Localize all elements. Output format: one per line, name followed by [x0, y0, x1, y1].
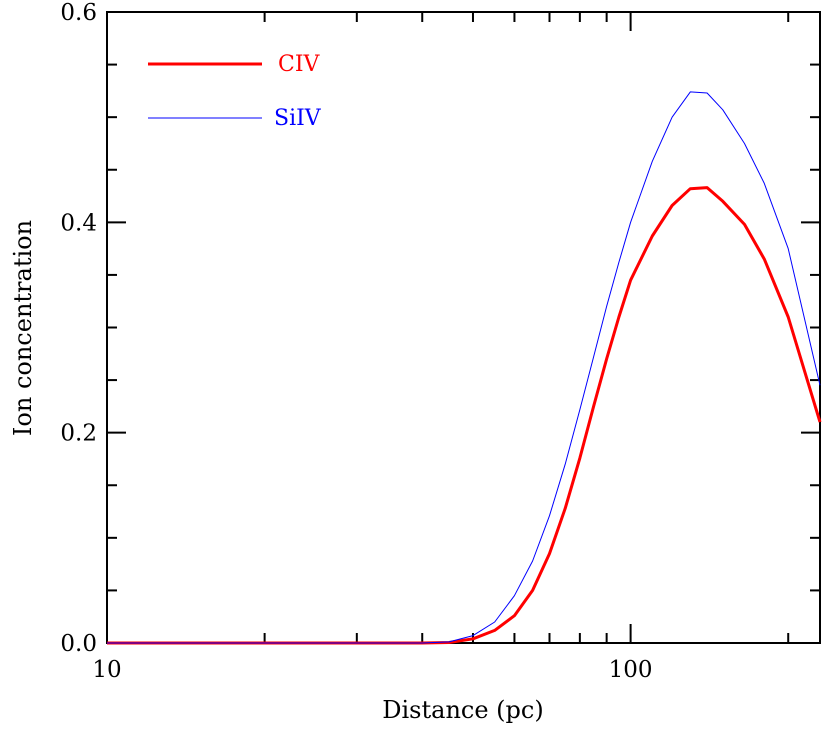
- axis-tick-labels: 10 100 0.0 0.2 0.4 0.6: [60, 0, 652, 683]
- series-line-siiv: [107, 91, 821, 644]
- series-line-civ: [107, 186, 822, 645]
- legend-label-siiv: SiIV: [274, 106, 322, 131]
- legend: CIV SiIV: [148, 52, 322, 131]
- axis-ticks: [106, 11, 820, 644]
- y-tick-label: 0.4: [60, 210, 97, 236]
- series-lines: [107, 91, 822, 645]
- y-axis-label: Ion concentration: [9, 220, 37, 436]
- legend-label-civ: CIV: [278, 52, 321, 77]
- y-tick-label: 0.6: [60, 0, 97, 26]
- x-tick-label: 100: [609, 657, 653, 683]
- y-tick-label: 0.2: [60, 421, 97, 447]
- y-tick-label: 0.0: [60, 631, 97, 657]
- x-axis-label: Distance (pc): [382, 696, 543, 724]
- plot-frame: [106, 11, 821, 644]
- x-tick-label: 10: [92, 657, 121, 683]
